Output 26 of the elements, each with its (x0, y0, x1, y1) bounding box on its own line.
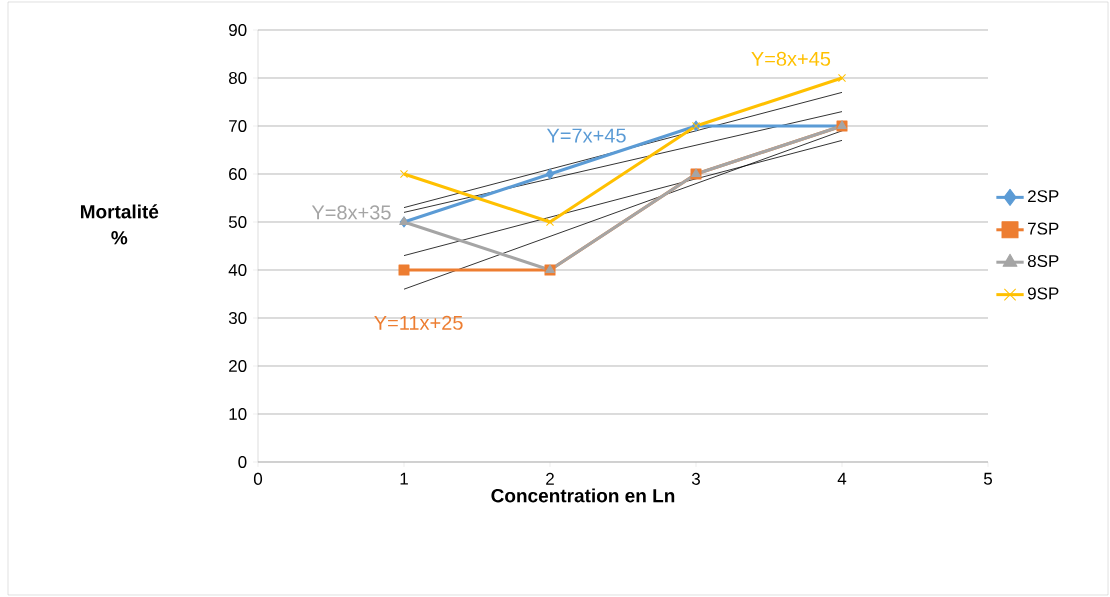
y-tick-label: 50 (228, 215, 247, 229)
x-tick-label: 1 (400, 472, 408, 485)
annotation: Y=7x+45 (546, 128, 626, 143)
x-tick-label: 0 (253, 472, 263, 485)
x-tick-label: 2 (546, 472, 554, 485)
legend-label: 7SP (1028, 222, 1059, 235)
y-tick-label: 80 (228, 71, 247, 85)
y-tick-label: 30 (228, 311, 247, 325)
y-tick-label: 0 (238, 455, 247, 469)
annotation: Y=11x+25 (374, 315, 463, 330)
y-tick-label: 10 (229, 407, 247, 421)
y-tick-label: 20 (229, 359, 247, 373)
y-axis-title: Mortalité % (80, 204, 159, 245)
legend-label: 2SP (1028, 190, 1059, 203)
annotation: Y=8x+35 (311, 205, 391, 220)
y-tick-label: 90 (229, 23, 247, 37)
y-tick-label: 70 (229, 119, 247, 133)
x-tick-label: 5 (983, 472, 993, 485)
y-tick-label: 60 (229, 167, 247, 181)
legend-label: 8SP (1027, 255, 1059, 268)
x-axis-title: Concentration en Ln (491, 488, 675, 503)
x-tick-label: 3 (691, 472, 700, 485)
annotation: Y=8x+45 (751, 51, 831, 66)
legend-label: 9SP (1027, 287, 1059, 300)
x-tick-label: 4 (837, 472, 847, 485)
y-tick-label: 40 (228, 263, 247, 277)
